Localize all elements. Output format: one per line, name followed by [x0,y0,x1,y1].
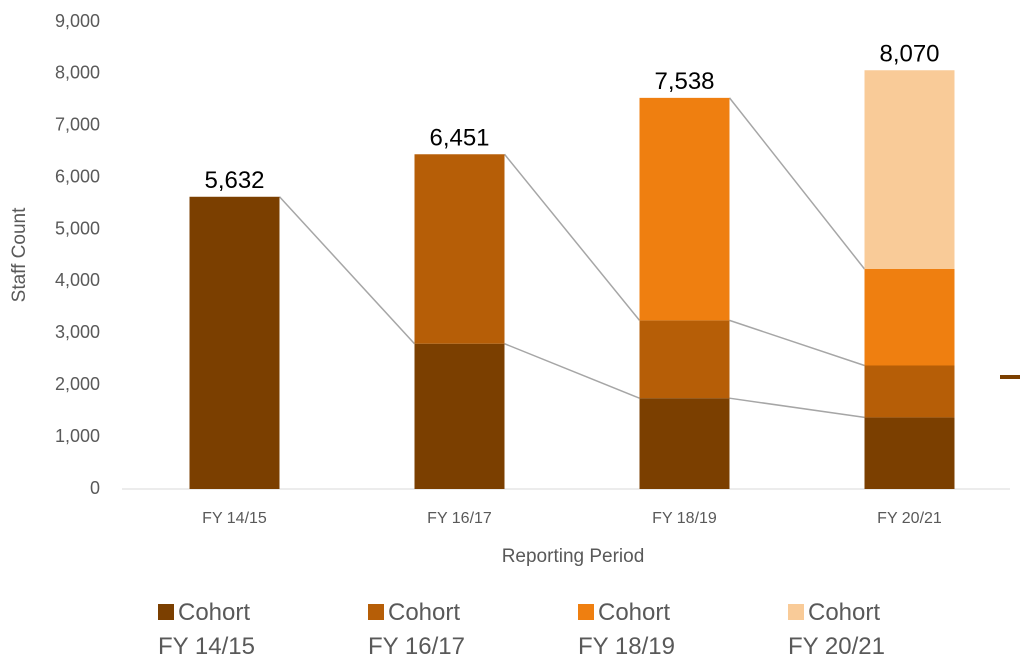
bar-segment [414,343,505,489]
legend-swatch [788,604,804,620]
y-axis-title: Staff Count [9,207,30,302]
legend-label: Cohort FY 18/19 [578,599,675,660]
y-tick-label: 6,000 [55,166,100,186]
bar-segment [414,154,505,344]
legend-swatch [578,604,594,620]
legend-item: Cohort FY 18/19 [578,596,696,664]
bar-segment [864,417,955,489]
y-tick-label: 3,000 [55,322,100,342]
bar-segment [189,196,280,489]
connector [729,319,865,367]
x-tick-label: FY 14/15 [202,510,267,527]
x-tick-label: FY 16/17 [427,510,492,527]
bar-segment [639,398,730,489]
connector [503,153,641,321]
legend-item: Cohort FY 16/17 [368,596,486,664]
chart: Reporting Period Staff Count 0 1,000 2,000… [9,11,1020,567]
connector [504,343,640,399]
legend-item: Cohort FY 14/15 [158,596,276,664]
connector [278,196,416,345]
total-label: 5,632 [204,167,264,194]
connector [728,97,866,270]
x-tick-label: FY 18/19 [652,510,717,527]
bar-segment [864,268,955,366]
y-tick-label: 1,000 [55,426,100,446]
y-tick-label: 4,000 [55,270,100,290]
legend-label: Cohort FY 14/15 [158,599,255,660]
total-label: 7,538 [654,68,714,95]
bar-segment [639,320,730,399]
legend: Cohort FY 14/15 Cohort FY 16/17 Cohort FY … [0,596,1022,664]
legend-swatch [158,604,174,620]
y-tick-label: 0 [90,478,100,498]
y-tick-label: 5,000 [55,218,100,238]
y-tick-label: 2,000 [55,374,100,394]
y-tick-label: 9,000 [55,11,100,31]
x-tick-label: FY 20/21 [877,510,942,527]
bar-segment [639,97,730,321]
legend-label: Cohort FY 20/21 [788,599,885,660]
legend-label: Cohort FY 16/17 [368,599,465,660]
bar-segment [864,70,955,269]
y-tick-label: 8,000 [55,63,100,83]
total-label: 8,070 [879,41,939,68]
bar-segment [864,365,955,418]
connector [729,397,865,419]
y-tick-label: 7,000 [55,115,100,135]
x-axis-title: Reporting Period [502,546,645,567]
legend-swatch [368,604,384,620]
total-label: 6,451 [429,125,489,152]
legend-item: Cohort FY 20/21 [788,596,906,664]
